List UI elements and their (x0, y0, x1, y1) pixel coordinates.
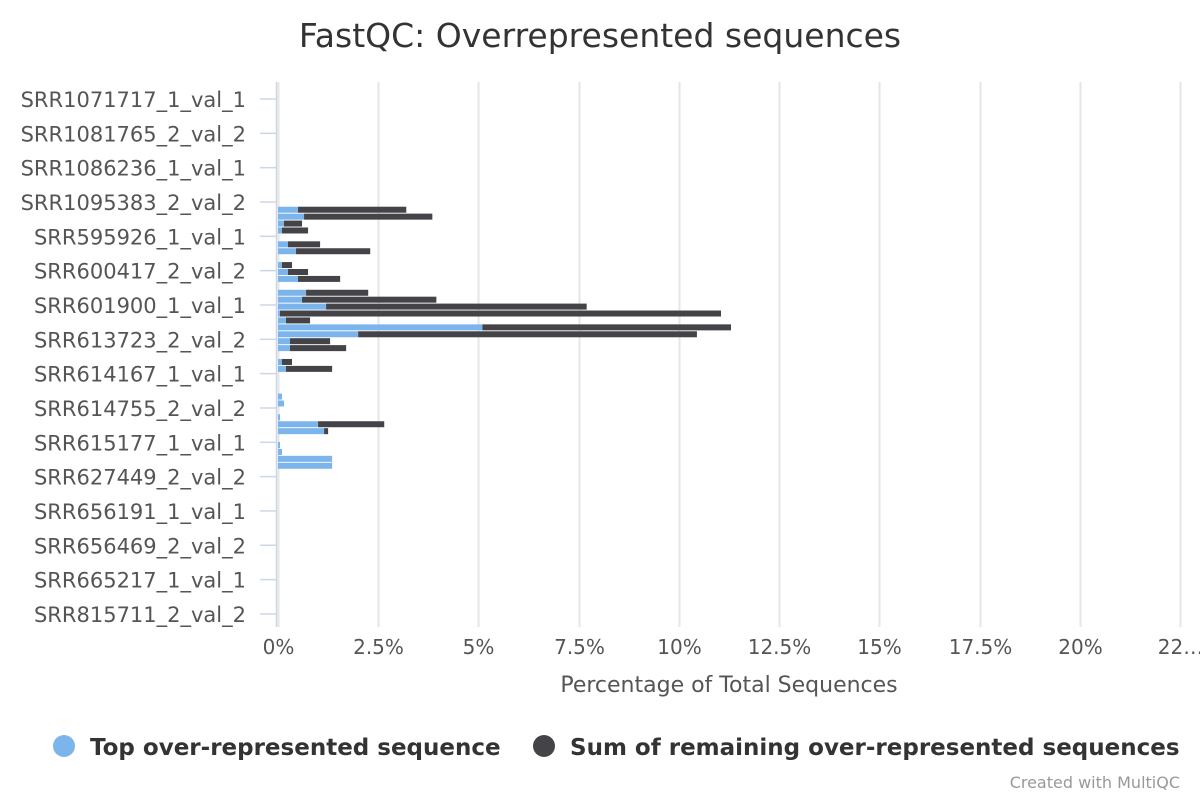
bar-top-sequence[interactable] (278, 345, 291, 352)
legend-marker-rest (533, 735, 555, 757)
y-category-label: SRR1071717_1_val_1 (21, 88, 246, 113)
bar-top-sequence[interactable] (278, 400, 285, 407)
bar-top-sequence[interactable] (278, 462, 333, 469)
x-tick-label: 15% (857, 635, 901, 659)
bar-top-sequence[interactable] (278, 269, 289, 275)
y-category-label: SRR1086236_1_val_1 (21, 157, 246, 182)
bar-remaining-sequences[interactable] (296, 248, 371, 255)
bar-remaining-sequences[interactable] (286, 317, 311, 324)
bar-top-sequence[interactable] (278, 248, 297, 255)
bar-remaining-sequences[interactable] (326, 303, 587, 310)
bar-top-sequence[interactable] (278, 303, 327, 310)
legend-label-rest: Sum of remaining over-represented sequen… (570, 735, 1180, 761)
bar-top-sequence[interactable] (278, 365, 287, 372)
bar-top-sequence[interactable] (278, 262, 283, 269)
bar-top-sequence[interactable] (278, 338, 291, 345)
bar-remaining-sequences[interactable] (280, 310, 721, 317)
bar-remaining-sequences[interactable] (282, 262, 293, 269)
bar-top-sequence[interactable] (278, 358, 283, 365)
grid-lines (277, 82, 1182, 627)
bar-top-sequence[interactable] (278, 414, 281, 421)
y-category-label: SRR665217_1_val_1 (34, 569, 246, 594)
bar-remaining-sequences[interactable] (286, 365, 333, 372)
y-category-label: SRR601900_1_val_1 (34, 294, 246, 319)
y-category-label: SRR614755_2_val_2 (34, 397, 246, 422)
legend: Top over-represented sequence Sum of rem… (53, 735, 1180, 761)
bar-remaining-sequences[interactable] (304, 213, 433, 220)
y-category-label: SRR815711_2_val_2 (34, 603, 246, 628)
x-tick-label: 20% (1058, 635, 1102, 659)
bar-remaining-sequences[interactable] (288, 241, 321, 248)
bar-series[interactable] (278, 206, 732, 469)
bar-remaining-sequences[interactable] (282, 227, 309, 234)
bar-top-sequence[interactable] (278, 442, 281, 448)
y-category-label: SRR656469_2_val_2 (34, 534, 246, 559)
legend-item-rest[interactable]: Sum of remaining over-represented sequen… (533, 735, 1180, 761)
y-category-label: SRR613723_2_val_2 (34, 328, 246, 353)
y-category-label: SRR600417_2_val_2 (34, 260, 246, 285)
legend-item-top[interactable]: Top over-represented sequence (53, 735, 501, 761)
bar-remaining-sequences[interactable] (482, 324, 732, 331)
y-category-label: SRR656191_1_val_1 (34, 500, 246, 525)
bar-top-sequence[interactable] (278, 310, 281, 317)
credits-text: Created with MultiQC (1010, 773, 1180, 792)
bar-remaining-sequences[interactable] (288, 269, 309, 275)
bar-top-sequence[interactable] (278, 220, 285, 227)
x-tick-label: 12.5% (748, 635, 812, 659)
bar-top-sequence[interactable] (278, 393, 283, 400)
category-axis: SRR1071717_1_val_1 SRR1081765_2_val_2 SRR1… (21, 82, 278, 628)
bar-top-sequence[interactable] (278, 317, 287, 324)
y-category-label: SRR614167_1_val_1 (34, 363, 246, 388)
bar-top-sequence[interactable] (278, 455, 333, 462)
bar-top-sequence[interactable] (278, 213, 305, 220)
x-tick-label: 10% (657, 635, 701, 659)
bar-remaining-sequences[interactable] (302, 296, 437, 303)
y-category-label: SRR1095383_2_val_2 (21, 191, 246, 216)
legend-label-top: Top over-represented sequence (90, 735, 501, 761)
x-tick-label: 7.5% (554, 635, 605, 659)
value-axis: 0% 2.5% 5% 7.5% 10% 12.5% 15% 17.5% 20% 22… (263, 635, 1200, 659)
bar-remaining-sequences[interactable] (306, 289, 369, 296)
bar-top-sequence[interactable] (278, 206, 299, 213)
bar-top-sequence[interactable] (278, 331, 359, 338)
x-tick-label: 17.5% (949, 635, 1013, 659)
legend-marker-top (53, 735, 75, 757)
bar-remaining-sequences[interactable] (290, 338, 331, 345)
bar-top-sequence[interactable] (278, 421, 319, 428)
bar-remaining-sequences[interactable] (284, 220, 303, 227)
x-tick-label: 22… (1158, 635, 1200, 659)
bar-remaining-sequences[interactable] (298, 275, 341, 282)
chart-title: FastQC: Overrepresented sequences (299, 16, 901, 55)
bar-top-sequence[interactable] (278, 448, 283, 455)
bar-top-sequence[interactable] (278, 275, 299, 282)
bar-remaining-sequences[interactable] (282, 358, 293, 365)
bar-remaining-sequences[interactable] (324, 428, 329, 435)
bar-top-sequence[interactable] (278, 227, 283, 234)
bar-remaining-sequences[interactable] (298, 206, 407, 213)
y-category-label: SRR1081765_2_val_2 (21, 122, 246, 147)
y-category-label: SRR615177_1_val_1 (34, 431, 246, 456)
x-tick-label: 2.5% (353, 635, 404, 659)
y-category-label: SRR627449_2_val_2 (34, 466, 246, 491)
bar-remaining-sequences[interactable] (290, 345, 347, 352)
bar-remaining-sequences[interactable] (318, 421, 385, 428)
x-tick-label: 0% (263, 635, 295, 659)
x-tick-label: 5% (463, 635, 495, 659)
bar-remaining-sequences[interactable] (358, 331, 697, 338)
y-category-label: SRR595926_1_val_1 (34, 225, 246, 250)
bar-top-sequence[interactable] (278, 289, 307, 296)
bar-top-sequence[interactable] (278, 428, 325, 435)
bar-top-sequence[interactable] (278, 296, 303, 303)
x-axis-title: Percentage of Total Sequences (560, 673, 897, 698)
bar-top-sequence[interactable] (278, 241, 289, 248)
bar-top-sequence[interactable] (278, 324, 483, 331)
